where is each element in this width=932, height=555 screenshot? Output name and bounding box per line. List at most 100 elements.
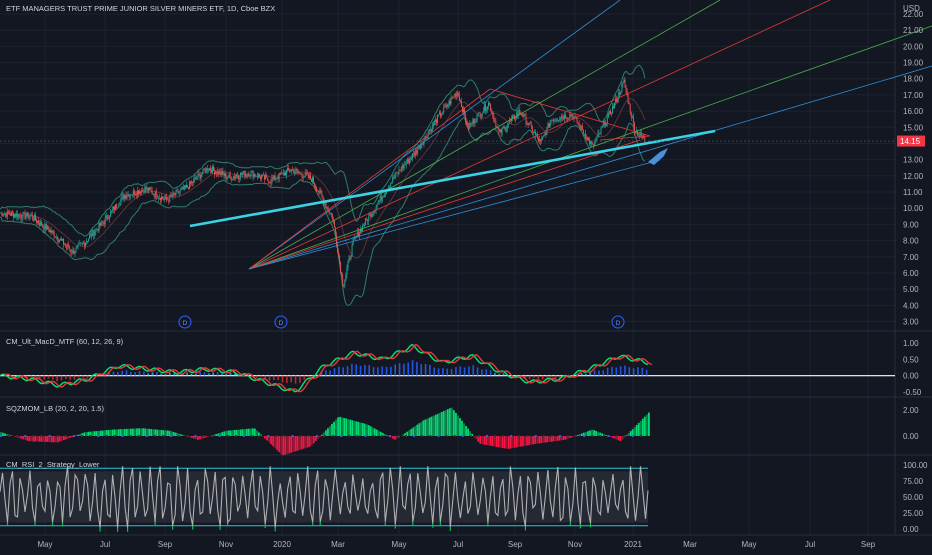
- candle-body: [532, 127, 533, 133]
- sqz-bar: [542, 436, 544, 443]
- candle-body: [67, 245, 68, 247]
- macd-tick-label: 0.50: [903, 355, 919, 364]
- sqz-bar: [500, 436, 502, 448]
- sqz-dot: [316, 435, 318, 437]
- candle-body: [495, 121, 496, 127]
- candle-body: [391, 183, 392, 184]
- macd-histogram-bar: [260, 376, 262, 378]
- candle-body: [131, 195, 132, 196]
- price-tick-label: 5.00: [903, 285, 919, 294]
- candle-body: [413, 153, 414, 154]
- sqz-bar: [148, 429, 150, 436]
- candle-body: [557, 120, 558, 121]
- sqz-bar: [587, 431, 589, 436]
- sqz-dot: [454, 435, 456, 437]
- macd-tick-label: 1.00: [903, 339, 919, 348]
- macd-histogram-bar: [69, 376, 71, 380]
- candle-body: [9, 213, 10, 214]
- candle-body: [438, 115, 439, 116]
- sqz-bar: [512, 436, 514, 448]
- sqz-bar: [611, 436, 613, 438]
- candle-body: [628, 95, 629, 104]
- candle-body: [436, 119, 437, 122]
- sqz-bar: [146, 429, 148, 436]
- candle-body: [145, 187, 146, 189]
- macd-histogram-bar: [230, 373, 232, 376]
- sqz-bar: [613, 436, 615, 439]
- candle-body: [379, 201, 380, 203]
- candle-body: [224, 174, 225, 176]
- candle-body: [179, 192, 180, 193]
- candle-body: [138, 190, 139, 194]
- sqz-dot: [203, 435, 205, 437]
- candle-body: [274, 175, 275, 178]
- candle-body: [547, 123, 548, 127]
- candle-body: [240, 173, 241, 178]
- candle-body: [59, 240, 60, 242]
- candle-body: [250, 175, 251, 176]
- candle-body: [304, 176, 305, 177]
- sqz-dot: [624, 435, 626, 437]
- candle-body: [195, 178, 196, 179]
- candle-body: [408, 159, 409, 163]
- sqz-bar: [524, 436, 526, 446]
- sqz-bar: [126, 429, 128, 436]
- candle-body: [194, 178, 195, 179]
- candle-body: [203, 169, 204, 174]
- candle-body: [299, 172, 300, 173]
- candle-body: [559, 120, 560, 121]
- candle-body: [339, 256, 340, 263]
- macd-histogram-bar: [624, 366, 626, 376]
- candle-body: [577, 117, 578, 123]
- candle-body: [174, 193, 175, 194]
- sqz-bar: [467, 429, 469, 436]
- candle-body: [435, 119, 436, 121]
- month-label: May: [741, 540, 756, 549]
- sqz-tick-label: 0.00: [903, 432, 919, 441]
- price-tick-label: 12.00: [903, 172, 924, 181]
- candle-body: [332, 215, 333, 220]
- sqz-bar: [37, 436, 39, 442]
- candle-body: [109, 217, 110, 219]
- rsi-tick-label: 100.00: [903, 461, 928, 470]
- candle-body: [364, 225, 365, 226]
- candle-body: [597, 134, 598, 137]
- sqz-bar: [122, 429, 124, 436]
- macd-histogram-bar: [290, 376, 292, 383]
- candle-body: [294, 172, 295, 173]
- candle-body: [533, 132, 534, 133]
- candle-body: [486, 109, 487, 110]
- price-tick-label: 4.00: [903, 301, 919, 310]
- candle-body: [276, 179, 277, 180]
- candle-body: [562, 117, 563, 118]
- macd-histogram-bar: [147, 373, 149, 375]
- rsi-pane[interactable]: [0, 466, 648, 531]
- macd-histogram-bar: [169, 373, 171, 376]
- candle-body: [349, 258, 350, 262]
- candle-body: [309, 175, 310, 178]
- candle-body: [570, 114, 571, 116]
- sqz-bar: [451, 408, 453, 436]
- sqz-bar: [244, 429, 246, 436]
- macd-histogram-bar: [35, 376, 37, 377]
- candle-body: [209, 168, 210, 170]
- candle-body: [603, 125, 604, 127]
- candle-body: [25, 212, 26, 218]
- candle-body: [188, 187, 189, 189]
- candle-body: [461, 101, 462, 107]
- macd-histogram-bar: [442, 368, 444, 376]
- candle-body: [107, 215, 108, 218]
- sqz-bar: [10, 435, 12, 436]
- sqz-bar: [181, 435, 183, 436]
- candle-body: [30, 216, 31, 217]
- price-tick-label: 16.00: [903, 107, 924, 116]
- sqz-bar: [561, 436, 563, 440]
- sqz-bar: [14, 436, 16, 437]
- candle-body: [606, 123, 607, 126]
- macd-histogram-bar: [542, 376, 544, 380]
- sqz-bar: [343, 418, 345, 436]
- candle-body: [330, 213, 331, 214]
- candle-body: [443, 107, 444, 112]
